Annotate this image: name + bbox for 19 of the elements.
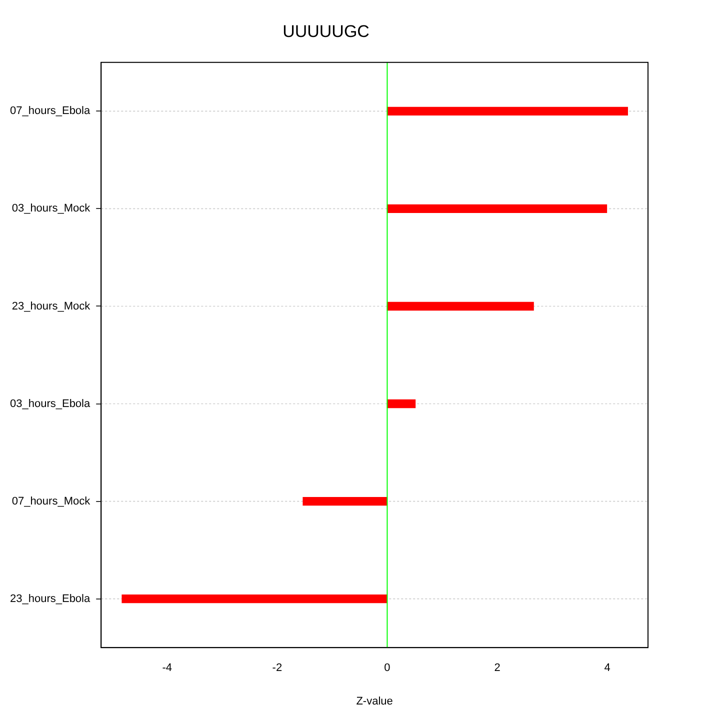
bar (386, 204, 608, 214)
x-tick-label: 0 (384, 662, 390, 674)
x-axis-title: Z-value (356, 695, 393, 708)
x-tick-label: 2 (494, 662, 500, 674)
bar (386, 106, 628, 116)
x-tick-label: -4 (162, 662, 172, 674)
bar (302, 496, 388, 506)
y-tick-label: 07_hours_Ebola (10, 105, 91, 118)
y-tick-label: 23_hours_Ebola (10, 592, 91, 605)
chart-title: UUUUUGC (282, 22, 370, 41)
bar (386, 399, 416, 408)
x-tick-label: 4 (604, 662, 610, 674)
y-tick-label: 03_hours_Ebola (10, 398, 91, 410)
x-tick-label: -2 (272, 662, 282, 674)
bar (386, 302, 534, 311)
bar (122, 594, 388, 604)
y-tick-label: 23_hours_Mock (12, 300, 91, 312)
y-tick-label: 03_hours_Mock (12, 202, 91, 215)
y-tick-label: 07_hours_Mock (12, 495, 91, 508)
